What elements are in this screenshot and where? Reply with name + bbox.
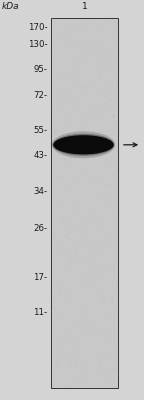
Text: 26-: 26- xyxy=(33,224,48,233)
Ellipse shape xyxy=(53,135,114,154)
Bar xyxy=(51,18,118,388)
Text: 34-: 34- xyxy=(33,188,48,196)
Text: 130-: 130- xyxy=(28,40,48,49)
Text: kDa: kDa xyxy=(1,2,19,11)
Text: 55-: 55- xyxy=(33,126,48,135)
Text: 17-: 17- xyxy=(33,274,48,282)
Text: 72-: 72- xyxy=(33,91,48,100)
Text: 95-: 95- xyxy=(34,66,48,74)
Text: 1: 1 xyxy=(82,2,87,11)
Ellipse shape xyxy=(53,134,114,156)
Text: 43-: 43- xyxy=(33,151,48,160)
Ellipse shape xyxy=(52,131,115,158)
Text: 170-: 170- xyxy=(28,24,48,32)
Text: 11-: 11- xyxy=(33,308,48,317)
